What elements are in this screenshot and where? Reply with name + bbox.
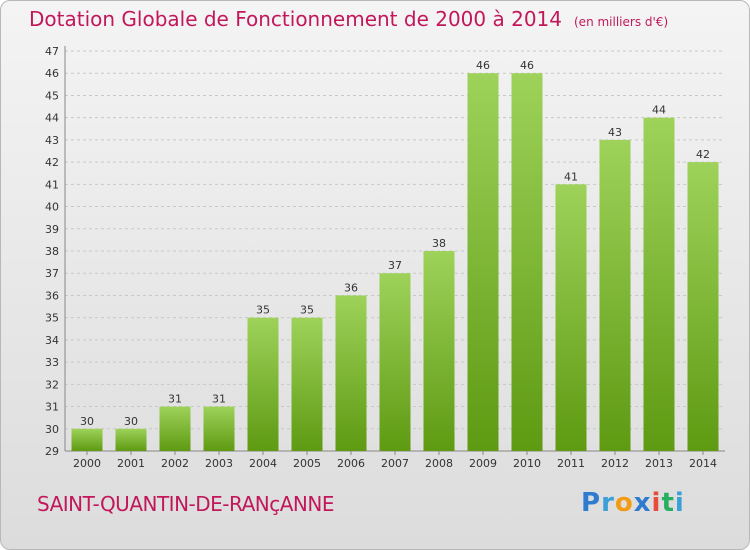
y-tick-label: 33: [45, 356, 59, 369]
x-tick-label: 2005: [293, 457, 321, 470]
y-tick-label: 41: [45, 178, 59, 191]
bar-value-label: 42: [696, 148, 710, 161]
y-tick-label: 32: [45, 378, 59, 391]
bar-2003: [203, 406, 235, 451]
y-tick-label: 36: [45, 289, 59, 302]
logo-letter: o: [614, 488, 634, 518]
x-tick-label: 2008: [425, 457, 453, 470]
x-tick-label: 2012: [601, 457, 629, 470]
bar-2008: [423, 251, 455, 451]
bar-2005: [291, 317, 323, 451]
bar-value-label: 44: [652, 104, 666, 117]
y-tick-label: 30: [45, 423, 59, 436]
bar-value-label: 46: [520, 59, 534, 72]
y-tick-label: 37: [45, 267, 59, 280]
y-tick-label: 42: [45, 156, 59, 169]
bar-value-label: 30: [80, 415, 94, 428]
y-tick-label: 46: [45, 67, 59, 80]
y-tick-label: 44: [45, 112, 59, 125]
bar-2001: [115, 428, 147, 451]
bar-value-label: 43: [608, 126, 622, 139]
bar-2012: [599, 139, 631, 451]
y-tick-label: 34: [45, 334, 59, 347]
bar-2000: [71, 428, 103, 451]
x-tick-label: 2013: [645, 457, 673, 470]
bar-value-label: 37: [388, 259, 402, 272]
logo-letter: t: [661, 488, 675, 518]
bar-value-label: 30: [124, 415, 138, 428]
bar-2010: [511, 73, 543, 451]
y-tick-label: 43: [45, 134, 59, 147]
bar-2013: [643, 117, 675, 452]
x-tick-label: 2009: [469, 457, 497, 470]
logo-letter: i: [651, 488, 662, 518]
y-tick-label: 47: [45, 45, 59, 58]
y-tick-label: 35: [45, 312, 59, 325]
y-tick-label: 29: [45, 445, 59, 458]
x-tick-label: 2003: [205, 457, 233, 470]
bar-2002: [159, 406, 191, 451]
bar-value-label: 31: [168, 393, 182, 406]
y-tick-label: 39: [45, 223, 59, 236]
x-tick-label: 2011: [557, 457, 585, 470]
x-tick-label: 2000: [73, 457, 101, 470]
x-tick-label: 2001: [117, 457, 145, 470]
chart-title-text: Dotation Globale de Fonctionnement de 20…: [29, 7, 562, 31]
y-tick-label: 38: [45, 245, 59, 258]
proxiti-logo[interactable]: Proxiti: [581, 488, 685, 518]
logo-letter: i: [674, 488, 685, 518]
bar-2011: [555, 184, 587, 452]
chart-subtitle: (en milliers d'€): [574, 15, 669, 29]
logo-letter: r: [601, 488, 615, 518]
chart-title: Dotation Globale de Fonctionnement de 20…: [29, 7, 668, 31]
bar-2007: [379, 273, 411, 451]
bar-value-label: 46: [476, 59, 490, 72]
bar-2014: [687, 162, 719, 451]
y-tick-label: 31: [45, 401, 59, 414]
x-tick-label: 2010: [513, 457, 541, 470]
bar-value-label: 36: [344, 281, 358, 294]
bar-2006: [335, 295, 367, 451]
x-tick-label: 2002: [161, 457, 189, 470]
logo-letter: P: [581, 488, 602, 518]
bar-value-label: 35: [256, 304, 270, 317]
bar-value-label: 31: [212, 393, 226, 406]
y-tick-label: 40: [45, 201, 59, 214]
bar-2004: [247, 317, 279, 451]
bar-value-label: 38: [432, 237, 446, 250]
bar-value-label: 35: [300, 304, 314, 317]
x-tick-label: 2006: [337, 457, 365, 470]
bar-2009: [467, 73, 499, 451]
x-tick-label: 2007: [381, 457, 409, 470]
y-tick-label: 45: [45, 89, 59, 102]
bar-value-label: 41: [564, 170, 578, 183]
x-tick-label: 2004: [249, 457, 277, 470]
x-tick-label: 2014: [689, 457, 717, 470]
commune-name: SAINT-QUANTIN-DE-RANçANNE: [37, 492, 334, 516]
logo-letter: x: [633, 488, 652, 518]
